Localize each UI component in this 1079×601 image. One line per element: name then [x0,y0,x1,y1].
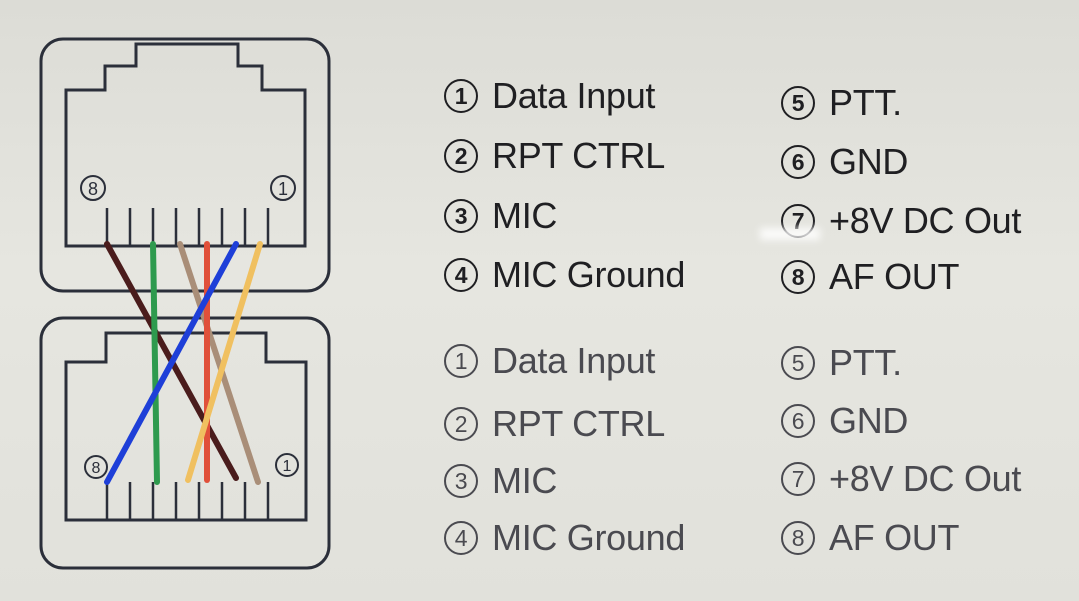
screen-glare [760,228,820,240]
bottom-pin-item-1: 1 Data Input [444,340,655,382]
top-connector-housing [39,37,331,293]
bottom-pin-item-2: 2 RPT CTRL [444,403,665,445]
top-pin-item-4: 4 MIC Ground [444,254,685,296]
bottom-pin-item-3: 3 MIC [444,460,557,502]
pin-label: PTT. [829,82,902,123]
pin-number-badge: 2 [444,407,478,441]
bottom-connector [39,316,331,570]
bottom-connector-jack-outline [64,331,308,522]
pin-label: Data Input [492,340,656,381]
top-connector-jack-outline [64,42,307,248]
pin-number-badge: 2 [444,139,478,173]
top-pin-item-1: 1 Data Input [444,75,655,117]
pin-label: MIC [492,460,558,501]
top-pin-8-label: 8 [88,179,98,199]
bottom-pin-item-7: 7 +8V DC Out [781,458,1021,500]
pin-label: RPT CTRL [492,135,665,176]
pin-number-badge: 5 [781,346,815,380]
wire-blue [104,241,239,485]
pin-label: +8V DC Out [829,458,1022,499]
pin-label: PTT. [829,342,902,383]
bottom-pin-item-6: 6 GND [781,400,908,442]
pin-number-badge: 7 [781,462,815,496]
pin-label: RPT CTRL [492,403,665,444]
pin-number-badge: 1 [444,79,478,113]
pin-label: MIC [492,195,558,236]
wire-tan [177,241,261,485]
bottom-pin-8-label: 8 [92,460,101,477]
pin-number-badge: 3 [444,199,478,233]
bottom-pin-1-label: 1 [283,458,292,475]
top-connector-contacts [105,208,270,246]
pin-number-badge: 5 [781,86,815,120]
pin-number-badge: 3 [444,464,478,498]
top-pin-8-marker: 8 [80,175,106,201]
bottom-pin-8-marker: 8 [84,455,108,479]
pin-number-badge: 8 [781,260,815,294]
bottom-pin-item-5: 5 PTT. [781,342,902,384]
bottom-connector-housing [39,316,331,570]
top-pin-item-5: 5 PTT. [781,82,902,124]
pin-label: GND [829,141,909,182]
top-pin-1-label: 1 [278,179,288,199]
pin-number-badge: 8 [781,521,815,555]
pin-label: +8V DC Out [829,200,1022,241]
top-pin-item-6: 6 GND [781,141,908,183]
pin-label: Data Input [492,75,656,116]
bottom-pin-1-marker: 1 [275,453,299,477]
pin-label: GND [829,400,909,441]
wires [104,241,263,485]
pin-label: MIC Ground [492,254,686,295]
bottom-pin-item-4: 4 MIC Ground [444,517,685,559]
pin-label: MIC Ground [492,517,686,558]
bottom-pin-item-8: 8 AF OUT [781,517,960,559]
wire-green [150,241,160,485]
pin-number-badge: 4 [444,521,478,555]
bottom-connector-contacts [105,482,270,520]
pin-number-badge: 6 [781,145,815,179]
pin-label: AF OUT [829,517,960,558]
top-pin-1-marker: 1 [270,175,296,201]
pin-number-badge: 4 [444,258,478,292]
wire-yellow [185,241,263,483]
pin-number-badge: 1 [444,344,478,378]
pin-label: AF OUT [829,256,960,297]
pin-number-badge: 6 [781,404,815,438]
top-pin-item-7: 7 +8V DC Out [781,200,1021,242]
top-pin-item-2: 2 RPT CTRL [444,135,665,177]
top-pin-item-8: 8 AF OUT [781,256,960,298]
top-pin-item-3: 3 MIC [444,195,557,237]
